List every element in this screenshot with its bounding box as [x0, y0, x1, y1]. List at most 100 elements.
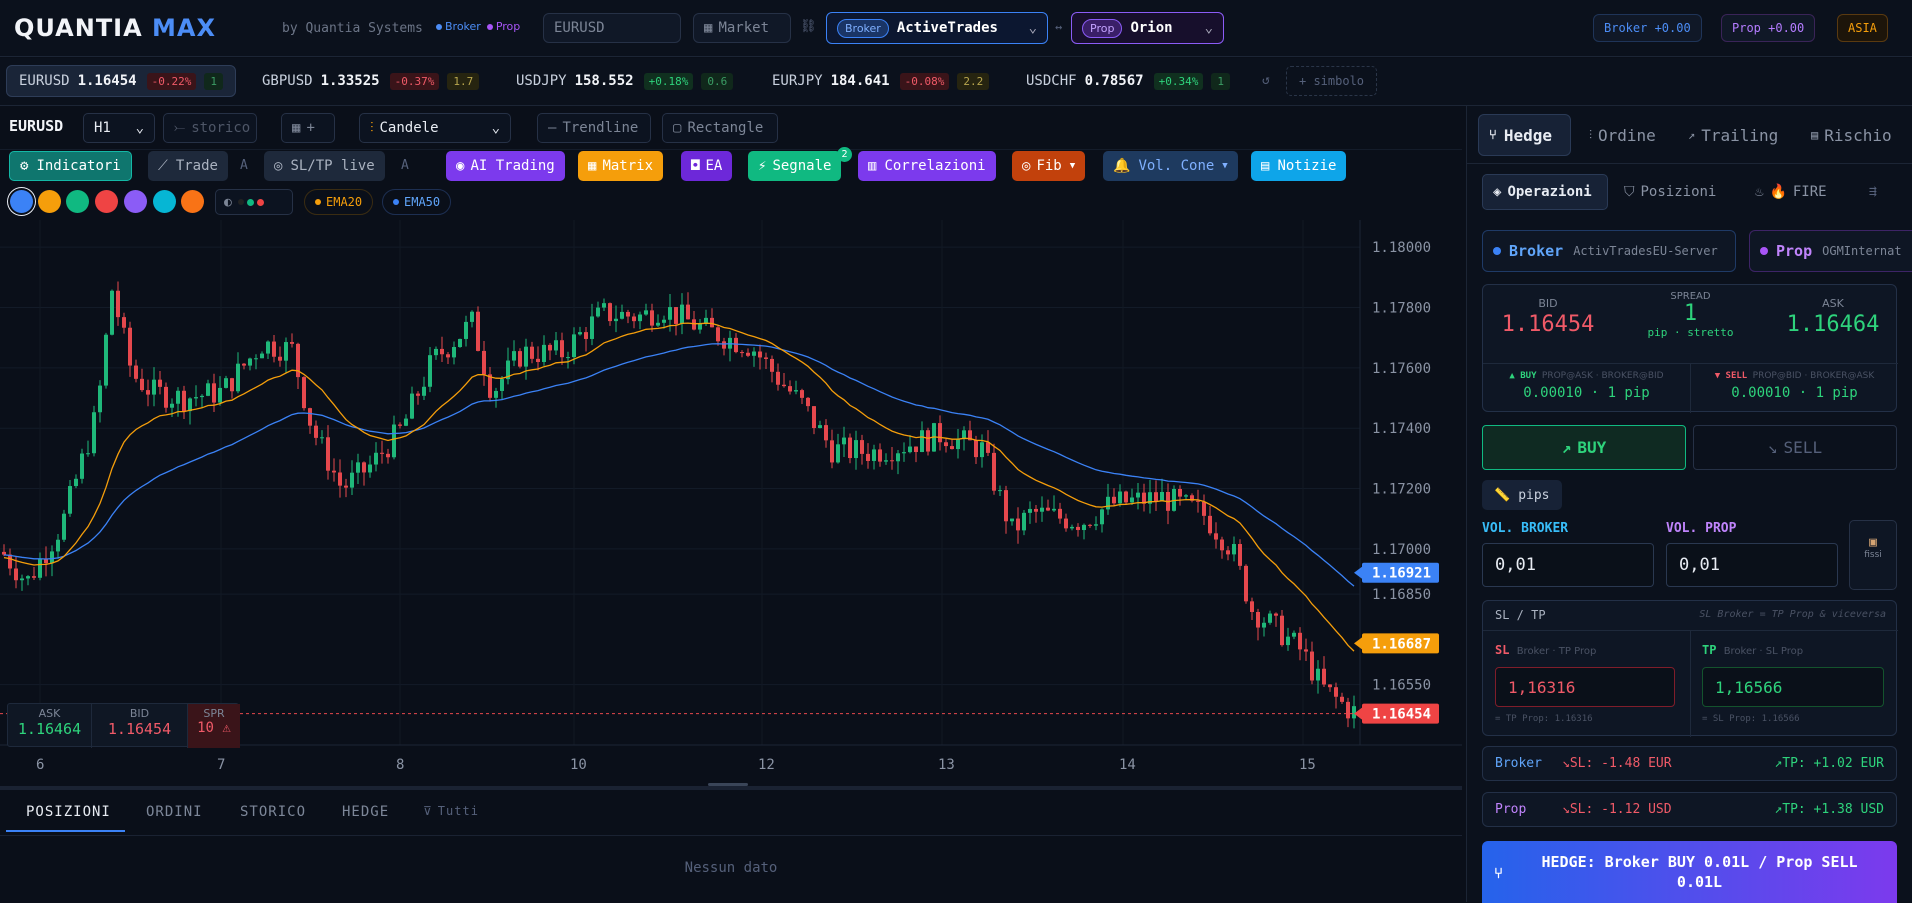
tab-hedge[interactable]: HEDGE	[342, 804, 390, 820]
tab-order[interactable]: ⫶ Ordine	[1589, 125, 1656, 145]
candle-body	[590, 316, 594, 339]
tab-hedge-panel[interactable]: ⑂ Hedge	[1478, 114, 1571, 156]
sltp-live-button[interactable]: ◎ SL/TP live	[264, 151, 385, 181]
palette-button[interactable]: ◐	[215, 189, 293, 215]
chart-type-select[interactable]: ⫶ Candele ⌄	[359, 113, 511, 143]
ema50-line	[3, 343, 1355, 587]
vol-cone-button[interactable]: 🔔 Vol. Cone ▼	[1103, 151, 1238, 181]
subtab-positions[interactable]: ⛉ Posizioni	[1624, 184, 1717, 200]
ticker-item-usdchf[interactable]: USDCHF 0.78567 +0.34% 1	[1014, 65, 1242, 97]
candle-body	[236, 363, 240, 392]
sl-input[interactable]: 1,16316	[1495, 667, 1675, 707]
hedge-execute-button[interactable]: ⑂ HEDGE: Broker BUY 0.01L / Prop SELL 0.…	[1482, 841, 1897, 903]
quote-box: ASK 1.16464 BID 1.16454 SPR 10 ⚠	[7, 703, 240, 748]
color-swatch[interactable]	[181, 190, 204, 213]
rectangle-button[interactable]: ▢ Rectangle	[662, 113, 778, 143]
fib-button[interactable]: ◎ Fib ▼	[1012, 151, 1086, 181]
layout-grid-button[interactable]: ▦ +	[281, 113, 335, 143]
candle-body	[212, 383, 216, 403]
candle-body	[338, 472, 342, 486]
fixed-volume-toggle[interactable]: ▣ fissi	[1849, 520, 1897, 590]
ema50-chip[interactable]: EMA50	[382, 189, 452, 215]
color-swatch[interactable]	[10, 190, 33, 213]
candle-body	[152, 379, 156, 395]
bar-chart-icon: ▥	[868, 158, 877, 174]
tab-positions[interactable]: POSIZIONI	[26, 804, 111, 820]
candle-body	[1178, 488, 1182, 497]
candle-body	[1238, 544, 1242, 566]
color-swatch[interactable]	[38, 190, 61, 213]
candle-body	[896, 453, 900, 462]
market-button[interactable]: ▦ Market	[693, 13, 791, 43]
candle-body	[224, 378, 228, 388]
spread-sub: pip · stretto	[1647, 326, 1734, 339]
candle-body	[608, 303, 612, 322]
chart-svg[interactable]: 1.18000 1.17800 1.17600 1.17400 1.17200 1.170…	[0, 220, 1462, 785]
resize-handle[interactable]	[708, 783, 748, 786]
pips-toggle[interactable]: 📏 pips	[1482, 480, 1562, 510]
candle-body	[512, 351, 516, 361]
x-tick-label: 13	[938, 757, 955, 773]
vol-prop-input[interactable]: 0,01	[1666, 543, 1838, 587]
tab-risk[interactable]: ▤ Rischio	[1811, 125, 1892, 145]
candle-body	[116, 290, 120, 318]
subtab-operations[interactable]: ◈ Operazioni	[1482, 174, 1608, 210]
candle-body	[44, 559, 48, 564]
candle-body	[914, 446, 918, 453]
candle-body	[1268, 613, 1272, 623]
timeframe-select[interactable]: H1 ⌄	[83, 113, 155, 143]
tab-trailing[interactable]: ↗ Trailing	[1688, 125, 1779, 145]
ticker-item-eurusd[interactable]: EURUSD 1.16454 -0.22% 1	[6, 65, 236, 97]
add-symbol-button[interactable]: + simbolo	[1286, 66, 1378, 96]
last-price-tag-arrow	[1354, 707, 1362, 720]
prop-selector[interactable]: Prop Orion ⌄	[1071, 12, 1224, 44]
candle-body	[320, 437, 324, 439]
color-swatch[interactable]	[153, 190, 176, 213]
prop-account-card[interactable]: Prop OGMInternat	[1749, 230, 1912, 272]
buy-sub: PROP@ASK · BROKER@BID	[1541, 371, 1664, 381]
collapse-icon[interactable]: ⇶	[1869, 184, 1877, 199]
link-icon[interactable]: ⛓	[800, 19, 817, 34]
sell-button[interactable]: ↘ SELL	[1693, 425, 1897, 470]
broker-account-card[interactable]: Broker ActivTradesEU-Server	[1482, 230, 1736, 272]
history-button[interactable]: ⤚ storico	[163, 113, 257, 143]
subtab-fire[interactable]: ♨ 🔥 FIRE	[1755, 184, 1827, 200]
broker-selector[interactable]: Broker ActiveTrades ⌄	[826, 12, 1048, 44]
ea-button[interactable]: ◘ EA	[681, 151, 733, 181]
trade-button[interactable]: ⟋ Trade	[148, 151, 228, 181]
price-chart[interactable]: 1.18000 1.17800 1.17600 1.17400 1.17200 1.170…	[0, 220, 1462, 785]
tab-orders[interactable]: ORDINI	[146, 804, 203, 820]
prop-pnl-badge: Prop +0.00	[1721, 14, 1816, 42]
symbol-input[interactable]: EURUSD	[543, 13, 681, 43]
ticker-item-eurjpy[interactable]: EURJPY 184.641 -0.08% 2.2	[760, 65, 1001, 97]
candle-body	[74, 478, 78, 487]
indicators-button[interactable]: ⚙ Indicatori	[9, 151, 132, 181]
ticker-item-gbpusd[interactable]: GBPUSD 1.33525 -0.37% 1.7	[250, 65, 491, 97]
candle-body	[146, 390, 150, 395]
tp-input[interactable]: 1,16566	[1702, 667, 1884, 707]
broker-risk-row: Broker ↘SL: -1.48 EUR ↗TP: +1.02 EUR	[1482, 746, 1897, 781]
swap-icon[interactable]: ↔	[1055, 20, 1063, 34]
ema20-chip[interactable]: EMA20	[304, 189, 374, 215]
buy-button[interactable]: ↗ BUY	[1482, 425, 1686, 470]
buy-header: BUY	[1520, 371, 1537, 381]
color-swatch[interactable]	[124, 190, 147, 213]
tab-history[interactable]: STORICO	[240, 804, 307, 820]
refresh-icon[interactable]: ↺	[1262, 73, 1270, 88]
correlations-button[interactable]: ▥ Correlazioni	[858, 151, 996, 181]
signal-button[interactable]: ⚡ Segnale	[748, 151, 842, 181]
matrix-button[interactable]: ▦ Matrix	[578, 151, 664, 181]
news-button[interactable]: ▤ Notizie	[1251, 151, 1347, 181]
vol-broker-input[interactable]: 0,01	[1482, 543, 1654, 587]
color-swatch[interactable]	[95, 190, 118, 213]
ai-trading-button[interactable]: ◉ AI Trading	[446, 151, 565, 181]
candle-body	[902, 452, 906, 454]
candle-body	[794, 390, 798, 392]
candle-body	[536, 358, 540, 363]
quote-ask: 1.16464	[17, 720, 82, 738]
filter-button[interactable]: ⊽ Tutti	[423, 804, 479, 818]
trendline-button[interactable]: — Trendline	[537, 113, 651, 143]
target-icon: ◎	[274, 158, 283, 174]
color-swatch[interactable]	[66, 190, 89, 213]
ticker-item-usdjpy[interactable]: USDJPY 158.552 +0.18% 0.6	[504, 65, 745, 97]
